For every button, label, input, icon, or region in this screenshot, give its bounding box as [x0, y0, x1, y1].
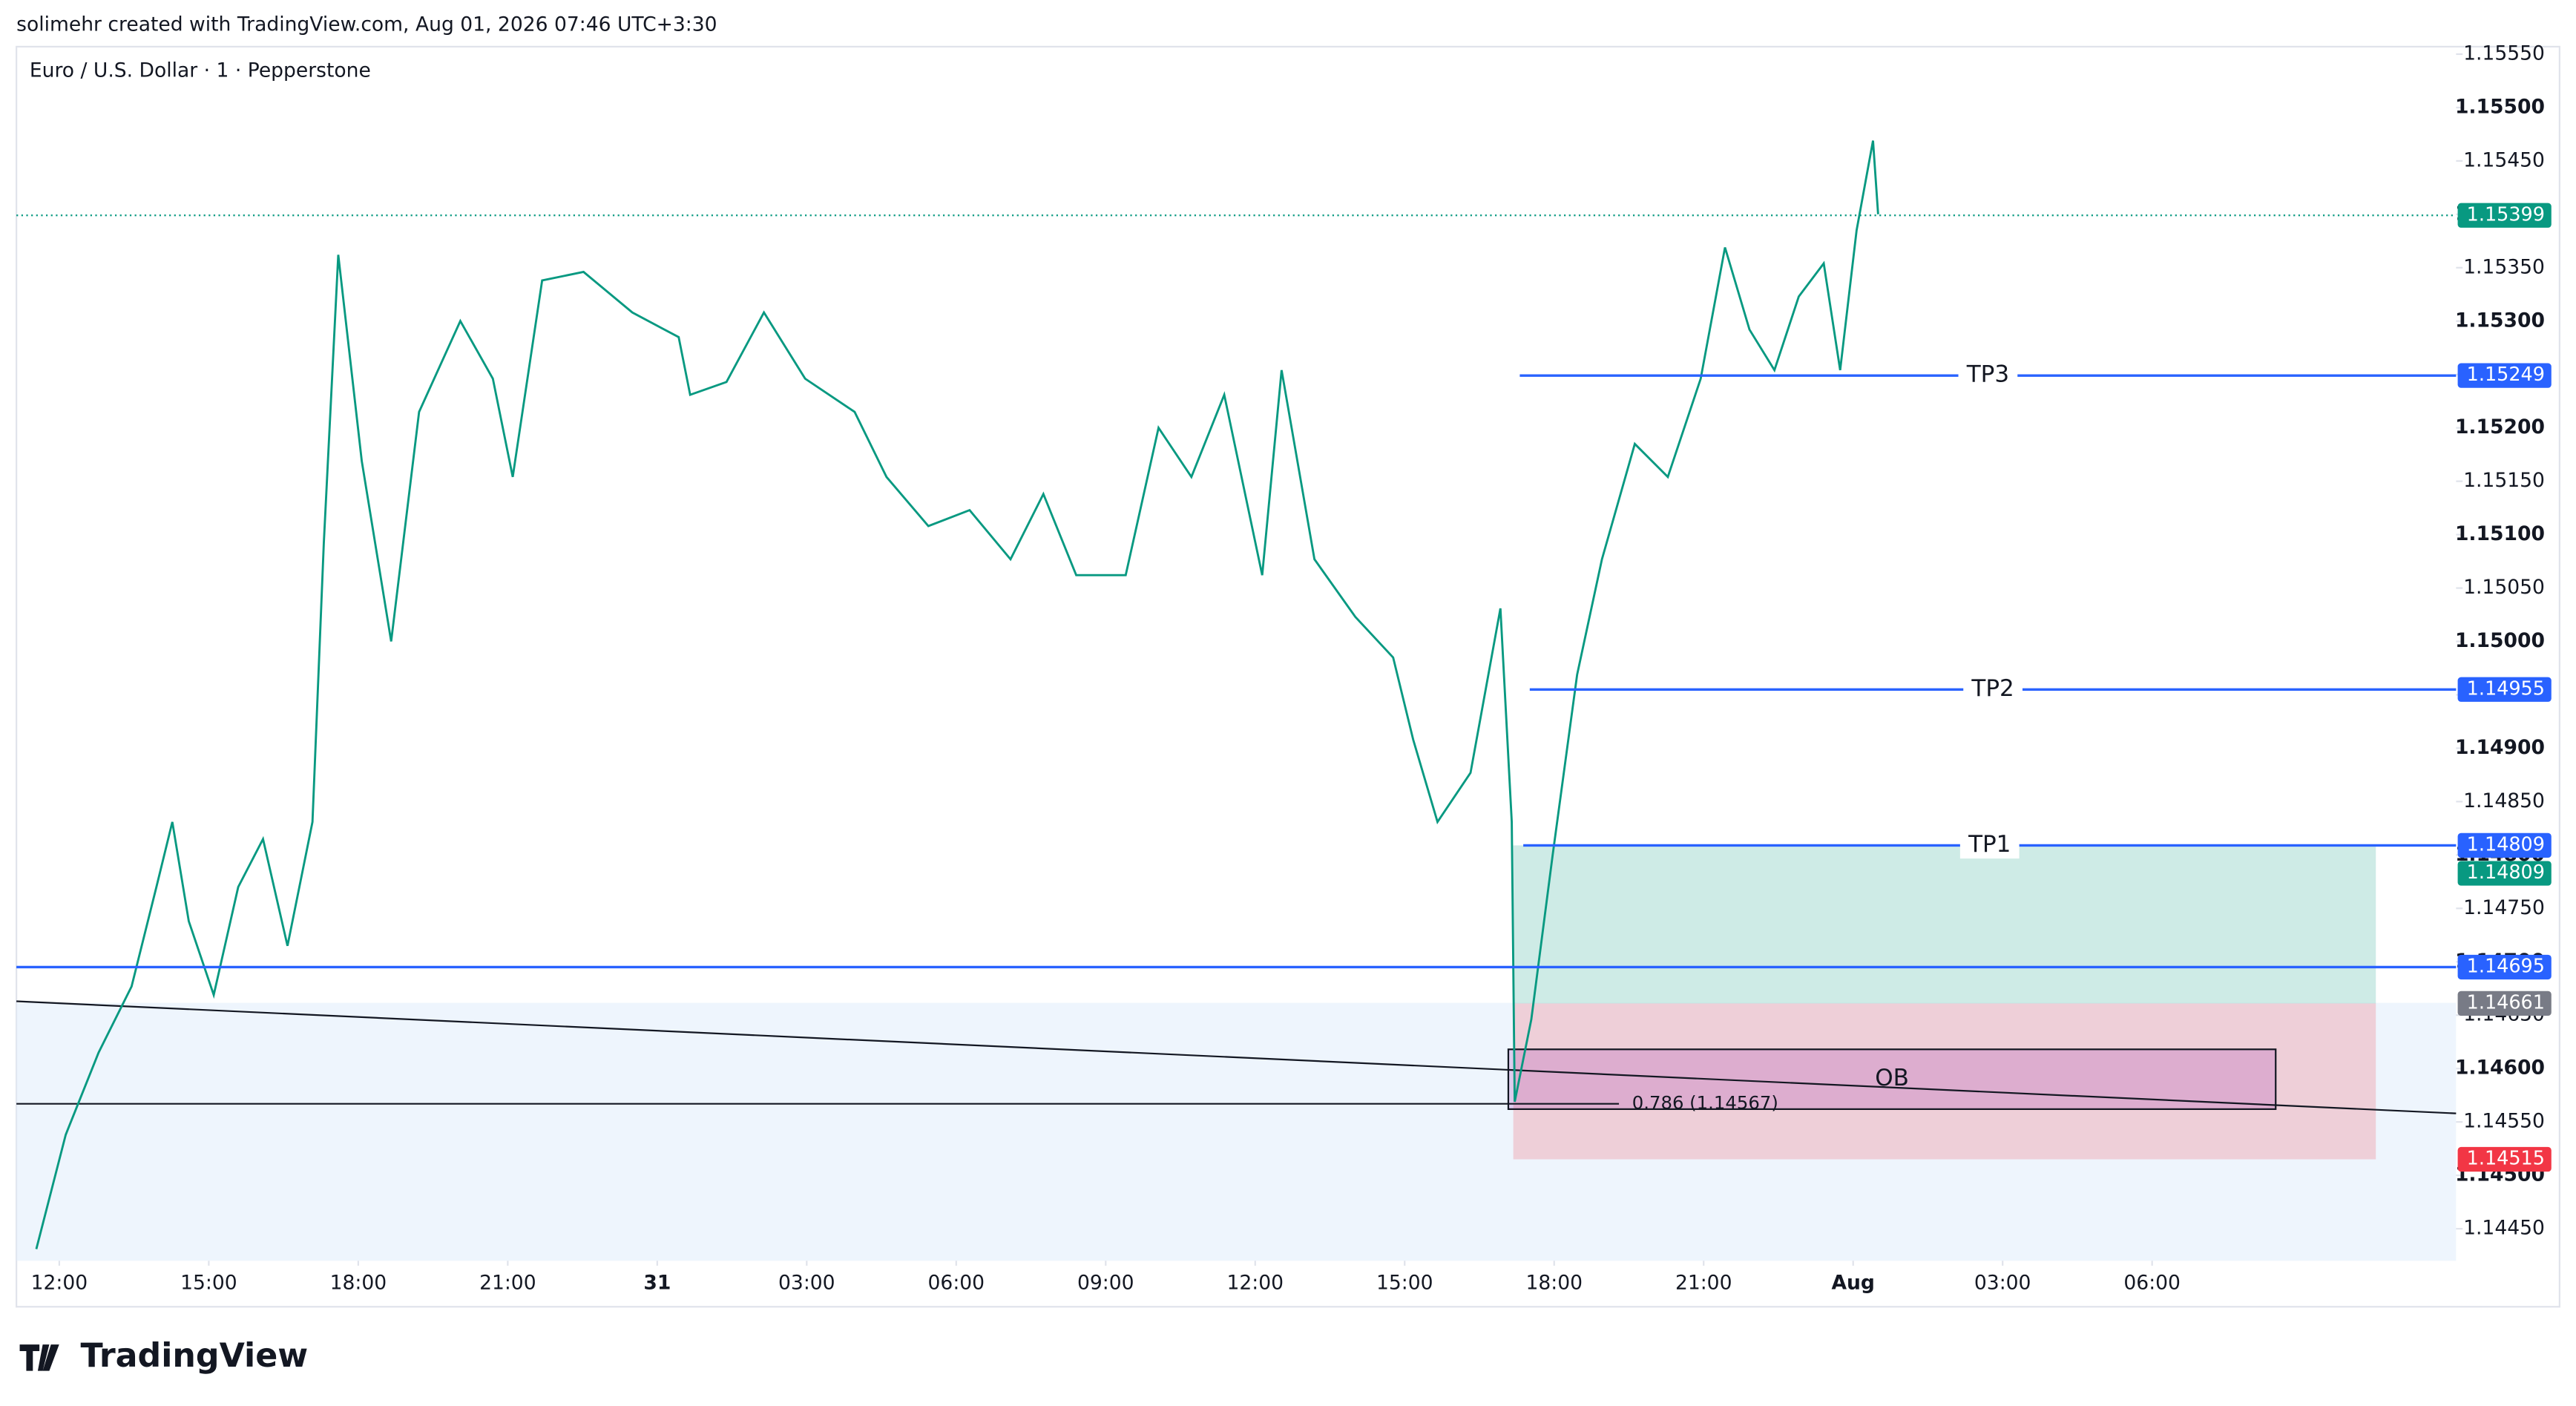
price-tag	[2457, 954, 2552, 980]
y-tick-label: 1.15300	[2455, 309, 2545, 332]
price-tag-label: 1.14809	[2467, 833, 2545, 855]
y-tick-label: 1.15000	[2455, 629, 2545, 652]
trendline	[16, 1000, 2457, 1114]
y-tick-label: 1.15450	[2463, 148, 2545, 171]
price-tag	[2457, 363, 2552, 388]
x-tick-label: 18:00	[1525, 1272, 1583, 1295]
logo: TradingView	[19, 1337, 309, 1375]
y-tick-label: 1.14600	[2455, 1057, 2545, 1080]
level-label: TP1	[1968, 831, 2011, 858]
x-tick-label: 31	[643, 1272, 671, 1295]
x-tick-label: 03:00	[1974, 1272, 2031, 1295]
chart-frame	[16, 45, 2560, 1308]
x-tick-label: 21:00	[479, 1272, 536, 1295]
level-label-bg	[1958, 362, 2018, 389]
y-tick-label: 1.15200	[2455, 415, 2545, 438]
price-tag	[2457, 1146, 2552, 1172]
price-tag	[2457, 991, 2552, 1016]
fib-label: 0.786 (1.14567)	[1632, 1092, 1778, 1114]
x-tick-label: 06:00	[2123, 1272, 2181, 1295]
x-tick-label: 03:00	[778, 1272, 835, 1295]
y-tick-label: 1.15150	[2463, 469, 2545, 492]
y-tick-label: 1.14850	[2463, 789, 2545, 812]
price-tag-label: 1.14661	[2467, 991, 2545, 1014]
target-zone	[1513, 845, 2376, 1004]
logo-icon	[19, 1344, 59, 1371]
price-tag-label: 1.14955	[2467, 677, 2545, 700]
x-tick-label: 18:00	[330, 1272, 387, 1295]
logo-text: TradingView	[81, 1337, 309, 1375]
price-tag	[2457, 203, 2552, 228]
stop-zone	[1513, 1003, 2376, 1160]
level-label-bg	[1963, 676, 2023, 703]
level-label: TP3	[1966, 361, 2009, 388]
x-tick-label: 12:00	[1226, 1272, 1284, 1295]
y-tick-label: 1.14450	[2463, 1217, 2545, 1240]
price-tag-label: 1.15399	[2467, 203, 2545, 226]
x-tick-label: 15:00	[1376, 1272, 1433, 1295]
x-tick-label: 06:00	[928, 1272, 985, 1295]
price-tag-label: 1.14515	[2467, 1148, 2545, 1170]
fib-zone	[16, 1002, 2457, 1261]
y-tick-label: 1.14550	[2463, 1110, 2545, 1133]
level-label-bg	[1959, 832, 2020, 859]
price-tag-label: 1.14695	[2467, 955, 2545, 977]
y-tick-label: 1.15500	[2455, 95, 2545, 118]
x-tick-label: Aug	[1831, 1272, 1874, 1295]
x-tick-label: 12:00	[31, 1272, 88, 1295]
x-tick-label: 21:00	[1675, 1272, 1732, 1295]
y-tick-label: 1.15350	[2463, 255, 2545, 278]
price-line	[35, 140, 1879, 1249]
y-tick-label: 1.14750	[2463, 896, 2545, 919]
y-tick-label: 1.15050	[2463, 576, 2545, 599]
x-tick-label: 15:00	[180, 1272, 237, 1295]
price-tag	[2457, 832, 2552, 858]
price-tag-label: 1.15249	[2467, 364, 2545, 386]
y-tick-label: 1.14900	[2455, 736, 2545, 759]
y-tick-label: 1.15550	[2463, 42, 2545, 65]
credit: solimehr created with TradingView.com, A…	[16, 13, 717, 36]
price-tag	[2457, 677, 2552, 702]
price-tag-label: 1.14809	[2467, 861, 2545, 884]
x-tick-label: 09:00	[1077, 1272, 1134, 1295]
price-tag	[2457, 861, 2552, 886]
chart-title: Euro / U.S. Dollar · 1 · Pepperstone	[30, 59, 371, 82]
level-label: TP2	[1971, 675, 2014, 702]
y-tick-label: 1.15100	[2455, 522, 2545, 545]
